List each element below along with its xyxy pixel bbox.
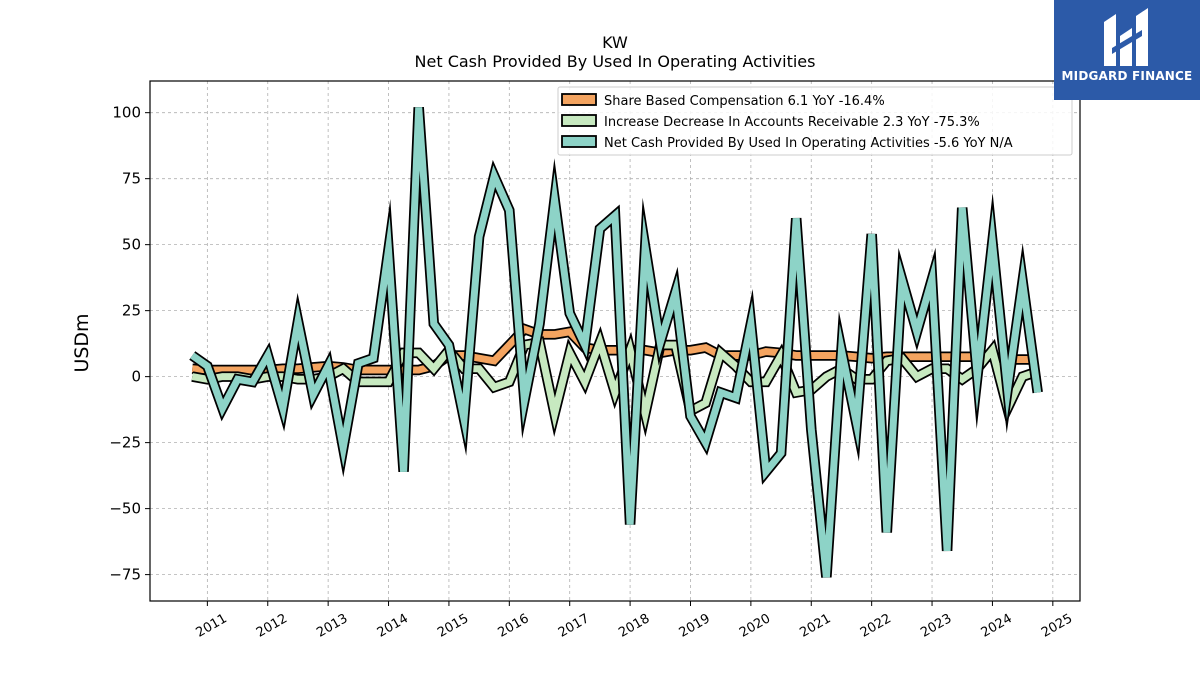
- brand-name: MIDGARD FINANCE: [1061, 69, 1193, 83]
- x-tick-label: 2012: [254, 611, 290, 641]
- legend-swatch: [561, 93, 597, 106]
- x-tick-label: 2017: [556, 611, 592, 641]
- x-tick-label: 2015: [435, 611, 471, 641]
- legend: Share Based Compensation 6.1 YoY -16.4% I…: [557, 86, 1073, 156]
- chart-subtitle: Net Cash Provided By Used In Operating A…: [415, 52, 816, 71]
- legend-swatch: [561, 135, 597, 148]
- x-tick-label: 2014: [375, 611, 411, 641]
- y-tick-label: 50: [122, 236, 141, 254]
- x-tick-label: 2024: [979, 611, 1015, 641]
- y-tick-label: 75: [122, 170, 141, 188]
- x-tick-label: 2018: [616, 611, 652, 641]
- series-line: [190, 107, 1042, 578]
- x-tick-label: 2019: [677, 611, 713, 641]
- legend-entry: Net Cash Provided By Used In Operating A…: [604, 136, 1013, 151]
- legend-box: [557, 86, 1073, 156]
- y-tick-label: 100: [112, 104, 141, 122]
- series-line-outline: [189, 107, 1043, 578]
- y-tick-label: 25: [122, 302, 141, 320]
- y-tick-label: 0: [131, 368, 141, 386]
- legend-swatch: [561, 114, 597, 127]
- chart-title: KW: [602, 33, 628, 52]
- x-tick-label: 2013: [314, 611, 350, 641]
- x-tick-label: 2020: [737, 611, 773, 641]
- x-tick-label: 2023: [918, 611, 954, 641]
- x-tick-label: 2022: [858, 611, 894, 641]
- plot-area: [189, 107, 1043, 578]
- x-tick-label: 2011: [194, 611, 230, 641]
- x-tick-label: 2016: [495, 611, 531, 641]
- y-axis-label: USDm: [71, 313, 93, 372]
- y-tick-label: −75: [109, 566, 141, 584]
- axes-frame: [149, 80, 1081, 602]
- y-tick-label: −50: [109, 500, 141, 518]
- legend-entry: Increase Decrease In Accounts Receivable…: [604, 115, 980, 130]
- brand-logo: MIDGARD FINANCE: [1054, 0, 1200, 100]
- legend-entry: Share Based Compensation 6.1 YoY -16.4%: [604, 94, 885, 109]
- y-tick-label: −25: [109, 434, 141, 452]
- x-tick-label: 2021: [797, 611, 833, 641]
- x-tick-label: 2025: [1039, 611, 1075, 641]
- midgard-logo-icon: [1098, 8, 1156, 72]
